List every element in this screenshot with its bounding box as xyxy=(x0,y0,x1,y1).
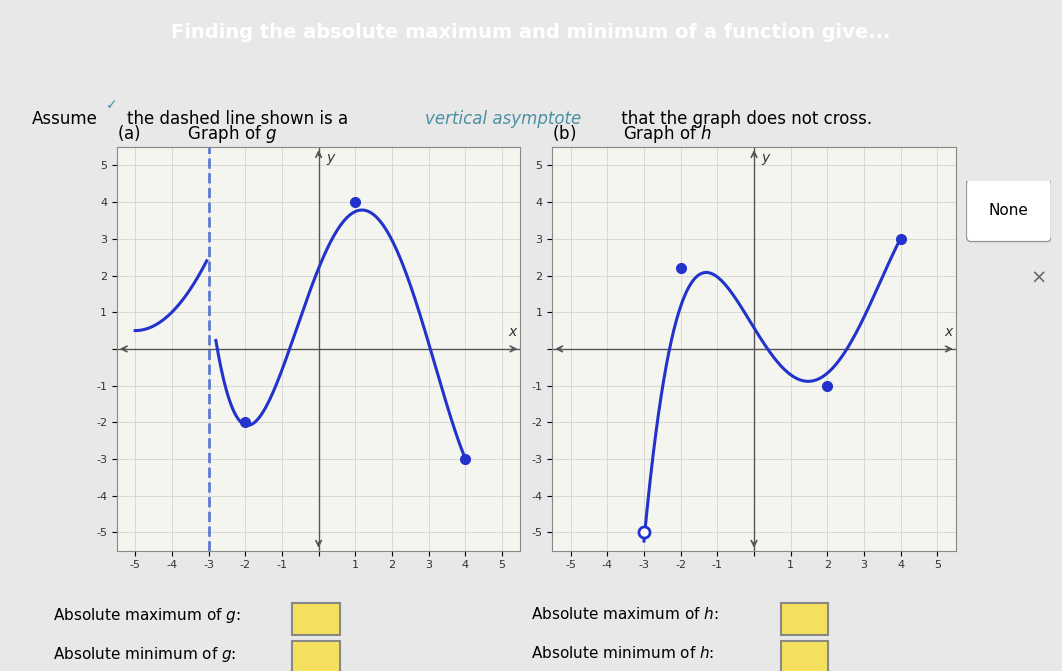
Text: vertical asymptote: vertical asymptote xyxy=(425,110,581,128)
Text: y: y xyxy=(326,151,335,165)
Text: Absolute minimum of $g$:: Absolute minimum of $g$: xyxy=(53,645,237,664)
FancyBboxPatch shape xyxy=(781,603,828,635)
Text: None: None xyxy=(989,203,1029,217)
Text: Finding the absolute maximum and minimum of a function give...: Finding the absolute maximum and minimum… xyxy=(171,23,891,42)
FancyBboxPatch shape xyxy=(292,641,340,671)
Text: Absolute maximum of $h$:: Absolute maximum of $h$: xyxy=(531,605,719,621)
FancyBboxPatch shape xyxy=(292,603,340,635)
Text: (b)         Graph of $h$: (b) Graph of $h$ xyxy=(552,123,713,145)
FancyBboxPatch shape xyxy=(781,641,828,671)
Text: y: y xyxy=(761,151,770,165)
Text: Assume: Assume xyxy=(32,110,98,128)
Text: x: x xyxy=(509,325,517,339)
FancyBboxPatch shape xyxy=(966,178,1051,242)
Text: (a)         Graph of $g$: (a) Graph of $g$ xyxy=(117,123,277,145)
Text: ×: × xyxy=(1030,268,1047,287)
Text: x: x xyxy=(944,325,953,339)
Text: Absolute maximum of $g$:: Absolute maximum of $g$: xyxy=(53,605,241,625)
Text: Absolute minimum of $h$:: Absolute minimum of $h$: xyxy=(531,645,715,661)
Text: that the graph does not cross.: that the graph does not cross. xyxy=(616,110,872,128)
Text: ✓: ✓ xyxy=(106,98,118,112)
Text: the dashed line shown is a: the dashed line shown is a xyxy=(127,110,354,128)
